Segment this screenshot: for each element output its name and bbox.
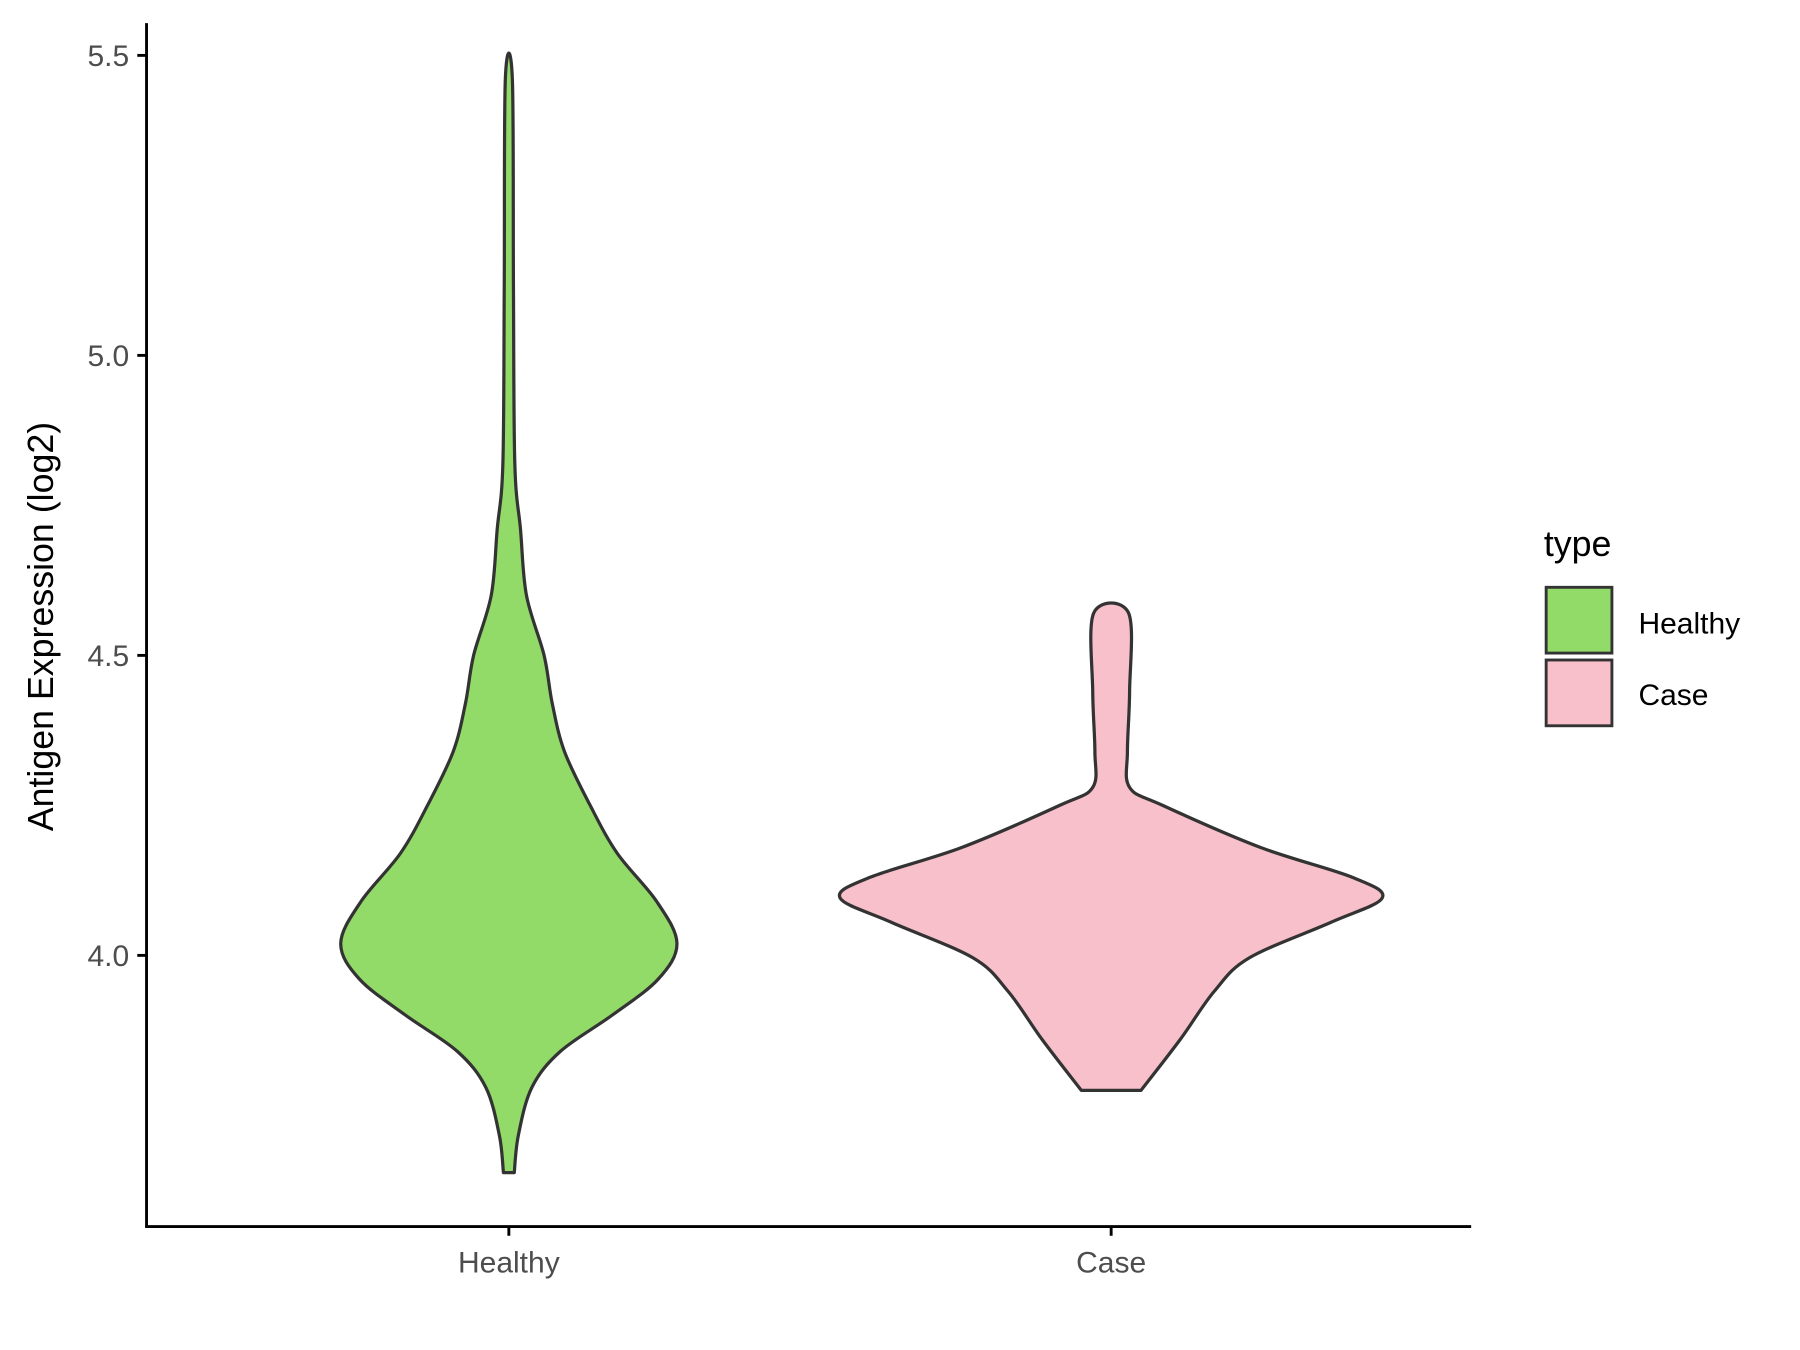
legend-label-case: Case xyxy=(1638,679,1708,712)
violins xyxy=(339,51,1385,1175)
y-axis-label: Antigen Expression (log2) xyxy=(21,422,61,831)
violin-healthy xyxy=(339,51,679,1175)
y-tick-label: 4.0 xyxy=(88,940,130,973)
legend-key-healthy xyxy=(1544,585,1614,655)
x-ticks: Healthy Case xyxy=(458,1226,1146,1280)
x-tick-label: Case xyxy=(1076,1247,1146,1280)
violin-case xyxy=(837,601,1385,1092)
legend-title: type xyxy=(1544,524,1612,564)
y-tick-label: 5.5 xyxy=(88,40,130,73)
legend-label-healthy: Healthy xyxy=(1638,607,1740,640)
legend: type Healthy Case xyxy=(1544,524,1740,728)
y-ticks: 4.0 4.5 5.0 5.5 xyxy=(88,40,147,973)
legend-key-case xyxy=(1544,658,1614,728)
x-tick-label: Healthy xyxy=(458,1247,560,1280)
y-tick-label: 4.5 xyxy=(88,640,130,673)
y-tick-label: 5.0 xyxy=(88,340,130,373)
